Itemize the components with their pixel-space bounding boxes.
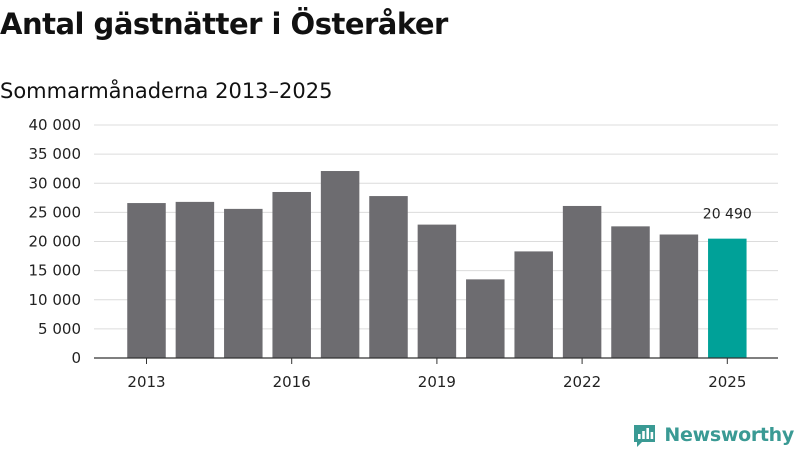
newsworthy-brand: Newsworthy	[632, 420, 794, 450]
bar	[175, 201, 215, 358]
bar	[224, 208, 263, 358]
y-tick-label: 25 000	[29, 203, 82, 221]
bar	[611, 226, 650, 358]
bar	[272, 191, 311, 358]
y-tick-label: 35 000	[29, 145, 82, 163]
newsworthy-logo-icon	[634, 424, 656, 447]
bar	[659, 234, 699, 358]
highlighted-bar	[708, 238, 747, 358]
y-tick-label: 10 000	[29, 291, 82, 309]
y-tick-label: 30 000	[29, 174, 82, 192]
y-tick-label: 0	[71, 349, 81, 367]
y-tick-label: 5 000	[38, 320, 81, 338]
bar	[369, 196, 408, 358]
x-tick-label: 2013	[127, 373, 165, 391]
chart-subtitle: Sommarmånaderna 2013–2025	[0, 79, 333, 103]
bar	[562, 205, 602, 358]
bar	[320, 171, 360, 358]
bar	[127, 203, 166, 358]
y-tick-label: 40 000	[29, 116, 82, 134]
y-tick-label: 20 000	[29, 233, 82, 251]
x-tick-label: 2025	[708, 373, 746, 391]
brand-name: Newsworthy	[664, 424, 794, 446]
bar	[417, 224, 457, 358]
x-tick-label: 2016	[273, 373, 311, 391]
data-label: 20 490	[703, 207, 752, 223]
x-tick-label: 2019	[418, 373, 456, 391]
bar	[514, 251, 553, 358]
chart-title: Antal gästnätter i Österåker	[0, 7, 448, 41]
y-tick-label: 15 000	[29, 262, 82, 280]
x-tick-label: 2022	[563, 373, 601, 391]
bar	[466, 279, 505, 358]
